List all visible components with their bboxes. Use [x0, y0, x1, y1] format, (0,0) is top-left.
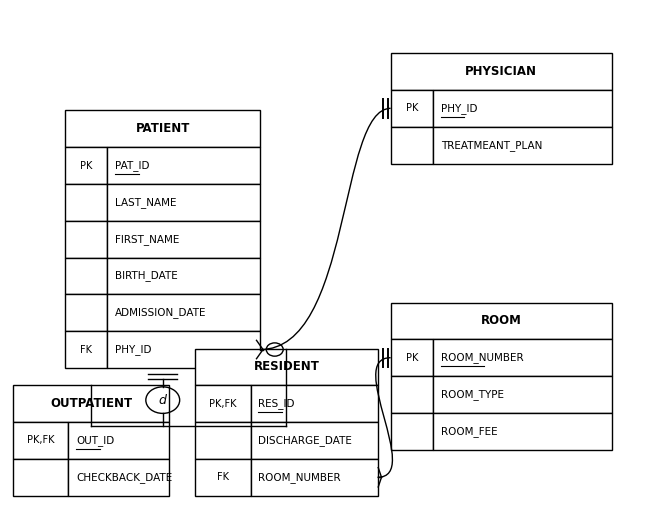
Bar [65, 258, 107, 294]
Text: RESIDENT: RESIDENT [253, 360, 320, 374]
Text: FIRST_NAME: FIRST_NAME [115, 234, 180, 245]
Text: ROOM_NUMBER: ROOM_NUMBER [441, 352, 523, 363]
Text: PHY_ID: PHY_ID [441, 103, 477, 114]
Bar [13, 422, 68, 459]
Bar [65, 110, 260, 147]
Bar [251, 459, 378, 496]
Bar [65, 331, 107, 368]
Bar [391, 127, 433, 164]
Text: OUTPATIENT: OUTPATIENT [50, 397, 132, 410]
Text: LAST_NAME: LAST_NAME [115, 197, 176, 208]
Text: DISCHARGE_DATE: DISCHARGE_DATE [258, 435, 352, 446]
Bar [13, 459, 68, 496]
Bar [107, 294, 260, 331]
Text: PK,FK: PK,FK [209, 399, 237, 409]
Text: OUT_ID: OUT_ID [76, 435, 115, 446]
Text: ROOM_NUMBER: ROOM_NUMBER [258, 472, 341, 483]
Bar [107, 258, 260, 294]
Bar [433, 339, 612, 376]
Bar [65, 184, 107, 221]
Text: PK: PK [406, 353, 418, 363]
Text: FK: FK [217, 472, 229, 482]
Bar [251, 385, 378, 422]
Bar [68, 422, 169, 459]
Bar [65, 294, 107, 331]
Text: PK: PK [406, 103, 418, 113]
Bar [433, 413, 612, 450]
Text: PK: PK [80, 160, 92, 171]
Bar [65, 221, 107, 258]
Bar [391, 413, 433, 450]
Text: PHY_ID: PHY_ID [115, 344, 152, 355]
Text: ROOM_TYPE: ROOM_TYPE [441, 389, 504, 400]
Bar [391, 303, 612, 339]
Text: CHECKBACK_DATE: CHECKBACK_DATE [76, 472, 173, 483]
Text: BIRTH_DATE: BIRTH_DATE [115, 270, 178, 282]
Text: ADMISSION_DATE: ADMISSION_DATE [115, 307, 207, 318]
Bar [107, 331, 260, 368]
Bar [433, 376, 612, 413]
Bar [391, 53, 612, 90]
Bar [13, 385, 169, 422]
Text: PATIENT: PATIENT [135, 122, 190, 135]
Bar [68, 459, 169, 496]
Bar [107, 147, 260, 184]
Bar [391, 339, 433, 376]
Bar [195, 349, 378, 385]
Bar [195, 459, 251, 496]
Bar [107, 184, 260, 221]
Bar [107, 221, 260, 258]
Text: PK,FK: PK,FK [27, 435, 55, 446]
Text: ROOM: ROOM [481, 314, 521, 328]
Bar [251, 422, 378, 459]
Text: ROOM_FEE: ROOM_FEE [441, 426, 497, 437]
Bar [433, 90, 612, 127]
Text: d: d [159, 393, 167, 407]
Text: PAT_ID: PAT_ID [115, 160, 150, 171]
Text: FK: FK [80, 344, 92, 355]
Bar [391, 90, 433, 127]
Text: TREATMEANT_PLAN: TREATMEANT_PLAN [441, 140, 542, 151]
Bar [195, 422, 251, 459]
Bar [433, 127, 612, 164]
Text: RES_ID: RES_ID [258, 398, 295, 409]
Bar [391, 376, 433, 413]
Text: PHYSICIAN: PHYSICIAN [465, 65, 537, 78]
Bar [65, 147, 107, 184]
Bar [195, 385, 251, 422]
